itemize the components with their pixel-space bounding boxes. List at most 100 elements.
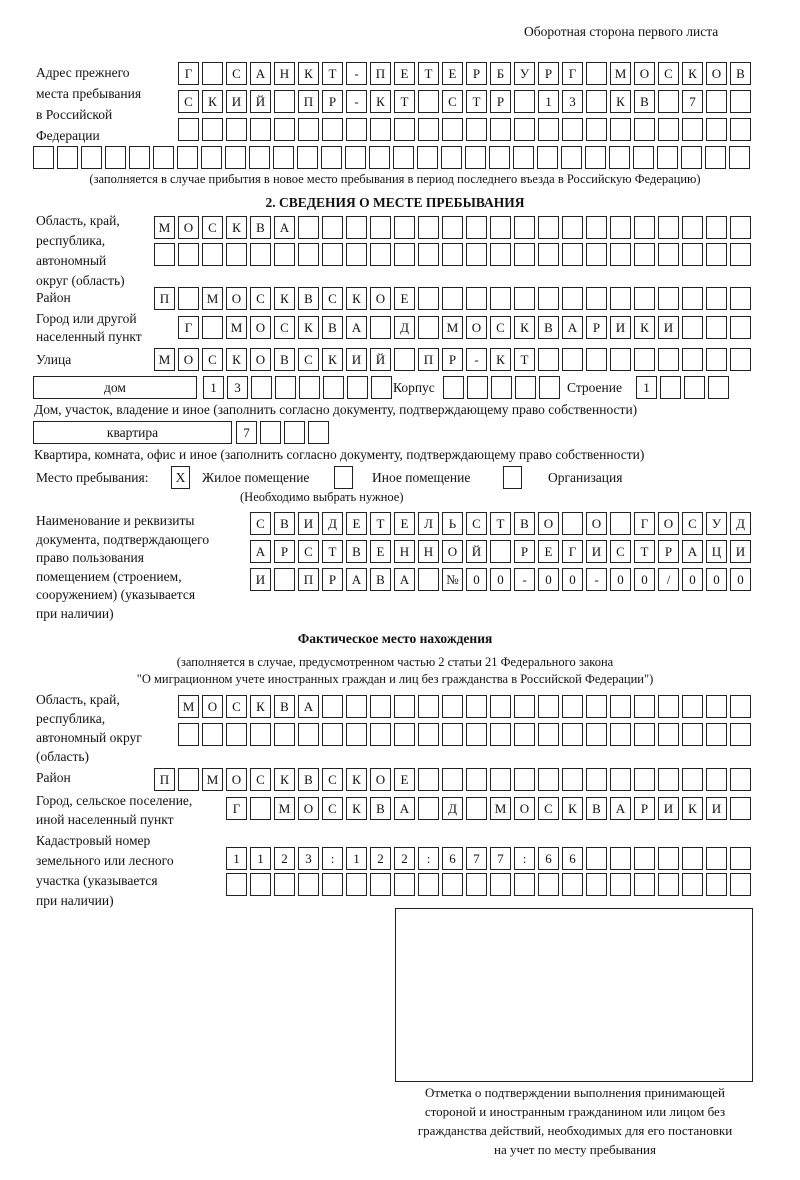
char-cell[interactable] xyxy=(418,723,439,746)
char-cell[interactable] xyxy=(202,316,223,339)
char-cell[interactable]: 0 xyxy=(634,568,655,591)
char-cell[interactable]: И xyxy=(586,540,607,563)
char-cell[interactable]: С xyxy=(274,316,295,339)
char-cell[interactable]: 0 xyxy=(562,568,583,591)
char-cell[interactable] xyxy=(442,873,463,896)
char-cell[interactable] xyxy=(706,118,727,141)
char-cell[interactable]: С xyxy=(538,797,559,820)
char-cell[interactable] xyxy=(538,723,559,746)
char-cell[interactable] xyxy=(250,243,271,266)
char-cell[interactable]: П xyxy=(154,287,175,310)
char-cell[interactable]: К xyxy=(274,768,295,791)
char-cell[interactable] xyxy=(730,316,751,339)
char-cell[interactable]: 1 xyxy=(226,847,247,870)
char-cell[interactable] xyxy=(658,243,679,266)
char-cell[interactable]: К xyxy=(682,797,703,820)
char-cell[interactable] xyxy=(442,768,463,791)
char-cell[interactable]: В xyxy=(370,797,391,820)
char-cell[interactable]: А xyxy=(298,695,319,718)
char-cell[interactable] xyxy=(178,243,199,266)
char-cell[interactable] xyxy=(178,287,199,310)
char-cell[interactable]: О xyxy=(658,512,679,535)
char-cell[interactable] xyxy=(706,847,727,870)
char-cell[interactable] xyxy=(610,873,631,896)
char-cell[interactable] xyxy=(561,146,582,169)
char-cell[interactable]: 2 xyxy=(370,847,391,870)
char-cell[interactable] xyxy=(634,847,655,870)
char-cell[interactable]: Т xyxy=(394,90,415,113)
char-cell[interactable] xyxy=(370,243,391,266)
char-cell[interactable] xyxy=(418,118,439,141)
char-cell[interactable] xyxy=(491,376,512,399)
char-cell[interactable] xyxy=(490,540,511,563)
char-cell[interactable]: 0 xyxy=(730,568,751,591)
char-cell[interactable] xyxy=(466,768,487,791)
char-cell[interactable] xyxy=(682,316,703,339)
char-cell[interactable] xyxy=(129,146,150,169)
char-cell[interactable] xyxy=(321,146,342,169)
char-cell[interactable]: А xyxy=(346,568,367,591)
char-cell[interactable]: К xyxy=(298,316,319,339)
char-cell[interactable]: К xyxy=(610,90,631,113)
char-cell[interactable]: О xyxy=(442,540,463,563)
char-cell[interactable]: С xyxy=(202,216,223,239)
char-cell[interactable]: - xyxy=(586,568,607,591)
char-cell[interactable]: - xyxy=(466,348,487,371)
char-cell[interactable] xyxy=(730,348,751,371)
char-cell[interactable] xyxy=(442,216,463,239)
char-cell[interactable] xyxy=(225,146,246,169)
char-cell[interactable] xyxy=(274,723,295,746)
char-cell[interactable] xyxy=(562,287,583,310)
char-cell[interactable]: Г xyxy=(562,540,583,563)
char-cell[interactable]: К xyxy=(514,316,535,339)
char-cell[interactable] xyxy=(370,216,391,239)
char-cell[interactable] xyxy=(153,146,174,169)
char-cell[interactable]: П xyxy=(418,348,439,371)
char-cell[interactable]: Е xyxy=(394,512,415,535)
char-cell[interactable]: О xyxy=(514,797,535,820)
char-cell[interactable] xyxy=(586,348,607,371)
char-cell[interactable]: Д xyxy=(442,797,463,820)
char-cell[interactable] xyxy=(394,348,415,371)
char-cell[interactable] xyxy=(706,695,727,718)
char-cell[interactable] xyxy=(275,376,296,399)
char-cell[interactable]: С xyxy=(466,512,487,535)
char-cell[interactable]: У xyxy=(706,512,727,535)
char-cell[interactable] xyxy=(682,287,703,310)
char-cell[interactable] xyxy=(730,243,751,266)
char-cell[interactable] xyxy=(490,287,511,310)
char-cell[interactable] xyxy=(634,216,655,239)
char-cell[interactable] xyxy=(586,62,607,85)
char-cell[interactable] xyxy=(490,723,511,746)
char-cell[interactable]: К xyxy=(322,348,343,371)
char-cell[interactable]: В xyxy=(322,316,343,339)
char-cell[interactable]: Р xyxy=(274,540,295,563)
char-cell[interactable] xyxy=(706,348,727,371)
char-cell[interactable] xyxy=(658,216,679,239)
char-cell[interactable]: 0 xyxy=(610,568,631,591)
char-cell[interactable]: 1 xyxy=(538,90,559,113)
char-cell[interactable]: Д xyxy=(730,512,751,535)
char-cell[interactable] xyxy=(466,723,487,746)
char-cell[interactable] xyxy=(298,243,319,266)
char-cell[interactable] xyxy=(490,768,511,791)
char-cell[interactable]: С xyxy=(682,512,703,535)
char-cell[interactable] xyxy=(730,873,751,896)
char-cell[interactable] xyxy=(514,695,535,718)
char-cell[interactable] xyxy=(585,146,606,169)
char-cell[interactable] xyxy=(466,873,487,896)
char-cell[interactable] xyxy=(538,768,559,791)
char-cell[interactable] xyxy=(274,243,295,266)
char-cell[interactable]: 6 xyxy=(442,847,463,870)
char-cell[interactable]: О xyxy=(370,287,391,310)
char-cell[interactable]: Г xyxy=(562,62,583,85)
char-cell[interactable] xyxy=(466,287,487,310)
char-cell[interactable] xyxy=(634,118,655,141)
char-cell[interactable]: К xyxy=(274,287,295,310)
char-cell[interactable] xyxy=(346,243,367,266)
char-cell[interactable]: / xyxy=(658,568,679,591)
char-cell[interactable]: Й xyxy=(370,348,391,371)
char-cell[interactable] xyxy=(346,216,367,239)
char-cell[interactable] xyxy=(226,243,247,266)
char-cell[interactable]: К xyxy=(226,348,247,371)
